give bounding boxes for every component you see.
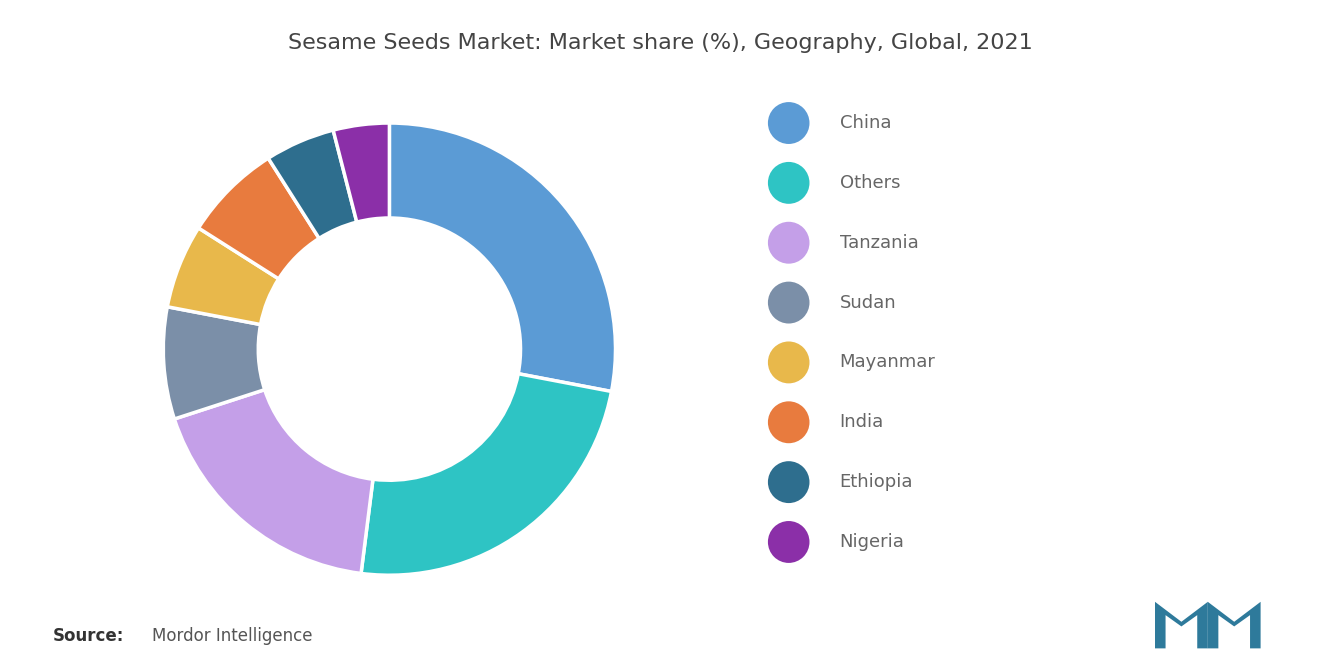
- Text: Tanzania: Tanzania: [840, 233, 919, 252]
- Wedge shape: [164, 307, 265, 419]
- Text: Nigeria: Nigeria: [840, 533, 904, 551]
- Circle shape: [768, 401, 809, 443]
- Polygon shape: [1155, 602, 1208, 648]
- Wedge shape: [362, 374, 611, 575]
- Text: Mordor Intelligence: Mordor Intelligence: [152, 627, 313, 645]
- Wedge shape: [268, 130, 356, 238]
- Wedge shape: [168, 228, 279, 325]
- Circle shape: [768, 341, 809, 383]
- Text: Mayanmar: Mayanmar: [840, 353, 936, 372]
- Polygon shape: [1208, 602, 1261, 648]
- Circle shape: [768, 282, 809, 324]
- Text: Ethiopia: Ethiopia: [840, 473, 913, 491]
- Circle shape: [768, 222, 809, 263]
- Wedge shape: [198, 158, 319, 279]
- Circle shape: [768, 462, 809, 503]
- Text: India: India: [840, 413, 884, 432]
- Text: Sesame Seeds Market: Market share (%), Geography, Global, 2021: Sesame Seeds Market: Market share (%), G…: [288, 33, 1032, 53]
- Circle shape: [768, 521, 809, 563]
- Text: Others: Others: [840, 174, 900, 192]
- Wedge shape: [174, 390, 374, 573]
- Wedge shape: [333, 123, 389, 222]
- Wedge shape: [389, 123, 615, 392]
- Text: Sudan: Sudan: [840, 293, 896, 312]
- Text: China: China: [840, 114, 891, 132]
- Text: Source:: Source:: [53, 627, 124, 645]
- Circle shape: [768, 162, 809, 203]
- Circle shape: [768, 102, 809, 144]
